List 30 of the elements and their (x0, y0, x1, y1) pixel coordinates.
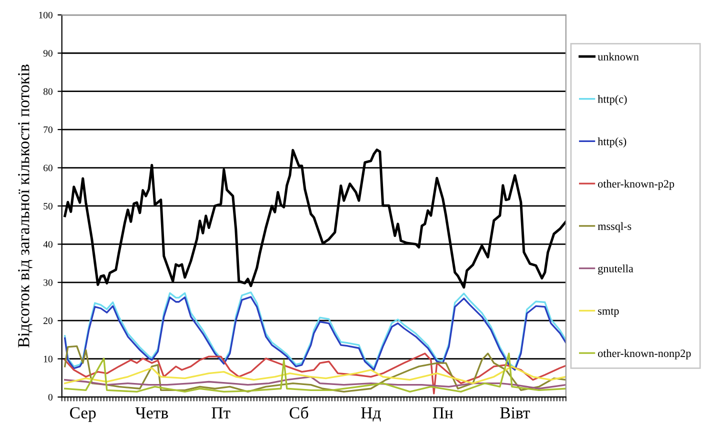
legend-label: unknown (598, 52, 639, 60)
legend-label: http(s) (598, 137, 626, 148)
y-tick-label: 40 (43, 241, 52, 248)
y-tick-label: 10 (44, 356, 52, 362)
y-tick-label: 90 (43, 50, 52, 57)
x-tick-label: Пт (212, 407, 230, 418)
x-tick-label: Сер (70, 407, 96, 422)
legend-label: mssql-s (598, 222, 632, 232)
x-tick-label: Четв (135, 407, 168, 418)
line-series (64, 345, 566, 393)
y-tick-label: 70 (44, 126, 52, 134)
line-series (64, 376, 566, 390)
y-tick-label: 60 (44, 164, 52, 172)
x-tick-label: Нд (361, 407, 381, 422)
x-tick-label: Сб (290, 406, 308, 418)
y-tick-label: 20 (44, 318, 52, 324)
line-series (64, 366, 566, 384)
legend-label: http(c) (598, 95, 627, 106)
x-tick-label: Пн (432, 407, 453, 418)
legend-label: other-known-nonp2p (598, 349, 691, 360)
x-tick-label: Вівт (500, 407, 530, 418)
y-axis-title: Відсоток від загальної кількості потоків (18, 64, 32, 348)
legend-label: other-known-p2p (598, 180, 674, 190)
y-tick-label: 100 (39, 12, 52, 18)
y-tick-label: 50 (44, 202, 52, 210)
legend-label: smtp (598, 308, 619, 317)
y-tick-label: 0 (48, 394, 52, 400)
legend-label: gnutella (598, 264, 634, 275)
y-tick-label: 30 (44, 279, 52, 286)
y-tick-label: 80 (43, 88, 52, 95)
